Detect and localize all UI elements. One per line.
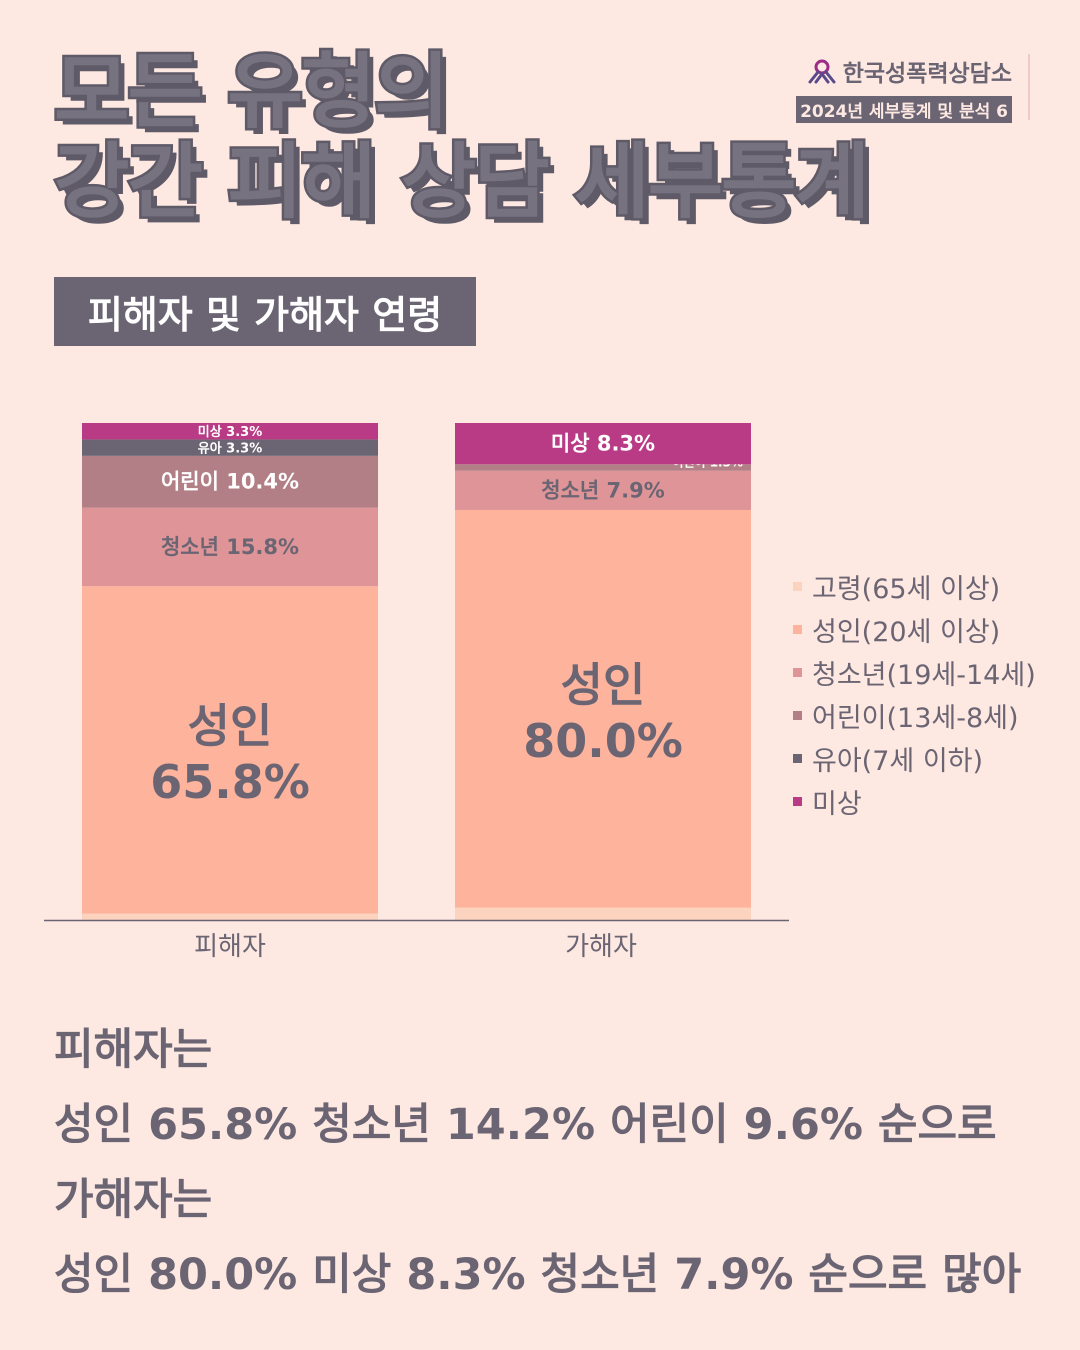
chart-legend: 고령(65세 이상) 성인(20세 이상) 청소년(19세-14세) 어린이(1… xyxy=(793,565,1036,823)
legend-label-child: 어린이(13세-8세) xyxy=(812,703,1019,734)
bar-segment-adult-1 xyxy=(455,509,751,908)
legend-swatch-child xyxy=(793,711,802,720)
bar-segment-adult-0 xyxy=(82,586,378,914)
legend-swatch-adult xyxy=(793,625,802,634)
title-line-1: 모든 유형의 xyxy=(52,45,453,140)
legend-swatch-youth xyxy=(793,668,802,677)
summary-line-1: 피해자는 xyxy=(54,1025,213,1075)
legend-item-infant: 유아(7세 이하) xyxy=(793,737,1036,780)
legend-swatch-unknown xyxy=(793,797,802,806)
bar-value-label-child-0: 어린이 10.4% xyxy=(161,470,299,494)
bar-segment-infant-0 xyxy=(82,439,378,456)
summary-line-2: 성인 65.8% 청소년 14.2% 어린이 9.6% 순으로 xyxy=(54,1100,997,1150)
bar-value-label-adult-1-1: 80.0% xyxy=(523,714,683,768)
bar-segment-unknown-0 xyxy=(82,423,378,440)
legend-item-unknown: 미상 xyxy=(793,780,1036,823)
legend-swatch-infant xyxy=(793,754,802,763)
x-tick-label-0: 피해자 xyxy=(194,932,266,962)
bar-segment-unknown-1 xyxy=(455,423,751,465)
series-label: 2024년 세부통계 및 분석 6 xyxy=(796,96,1012,123)
legend-item-adult: 성인(20세 이상) xyxy=(793,608,1036,651)
legend-label-youth: 청소년(19세-14세) xyxy=(812,660,1036,691)
legend-label-elderly: 고령(65세 이상) xyxy=(812,574,1001,605)
legend-item-child: 어린이(13세-8세) xyxy=(793,694,1036,737)
bar-value-label-youth-0: 청소년 15.8% xyxy=(161,535,299,559)
people-circle-logo-icon xyxy=(808,59,836,84)
bar-segment-youth-1 xyxy=(455,470,751,510)
x-tick-label-1: 가해자 xyxy=(565,932,637,962)
bar-value-label-unknown-0: 미상 3.3% xyxy=(198,424,263,440)
org-name: 한국성폭력상담소 xyxy=(842,61,1012,87)
legend-item-elderly: 고령(65세 이상) xyxy=(793,565,1036,608)
bar-segment-child-1 xyxy=(455,464,751,471)
org-header: 한국성폭력상담소 2024년 세부통계 및 분석 6 xyxy=(796,54,1028,123)
summary-line-4: 성인 80.0% 미상 8.3% 청소년 7.9% 순으로 많아 xyxy=(54,1250,1022,1300)
bar-value-label-infant-0: 유아 3.3% xyxy=(198,441,263,457)
bar-segment-youth-0 xyxy=(82,507,378,587)
summary-line-3: 가해자는 xyxy=(54,1175,213,1225)
bar-value-label-unknown-1: 미상 8.3% xyxy=(551,432,655,456)
legend-label-unknown: 미상 xyxy=(812,789,862,820)
bar-value-label-adult-0-0: 성인 xyxy=(188,699,273,753)
bar-value-label-adult-1-0: 성인 xyxy=(561,658,646,712)
legend-label-infant: 유아(7세 이하) xyxy=(812,746,984,777)
legend-swatch-elderly xyxy=(793,582,802,591)
summary-text: 피해자는 성인 65.8% 청소년 14.2% 어린이 9.6% 순으로 가해자… xyxy=(54,1013,1054,1313)
bar-segment-elderly-0 xyxy=(82,913,378,920)
title-line-2: 강간 피해 상담 세부통계 xyxy=(51,135,872,230)
section-subtitle: 피해자 및 가해자 연령 xyxy=(54,277,476,346)
legend-label-adult: 성인(20세 이상) xyxy=(812,617,1001,648)
bar-segment-elderly-1 xyxy=(455,907,751,920)
bar-value-label-adult-0-1: 65.8% xyxy=(150,755,310,809)
legend-item-youth: 청소년(19세-14세) xyxy=(793,651,1036,694)
bar-segment-child-0 xyxy=(82,455,378,508)
header-divider xyxy=(1028,54,1030,120)
bar-value-label-youth-1: 청소년 7.9% xyxy=(541,478,665,502)
